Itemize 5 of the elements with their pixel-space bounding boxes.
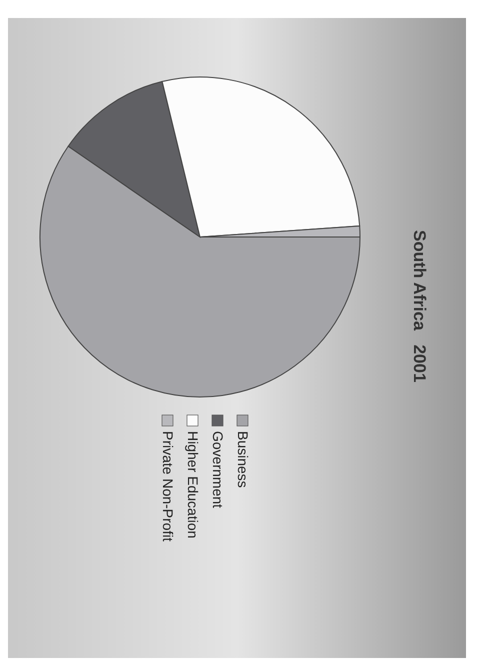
legend-label: Higher Education — [185, 431, 201, 538]
text: South Africa 2001 — [410, 230, 429, 382]
slice-label: Business — [235, 431, 251, 488]
legend-label: Government — [210, 431, 226, 508]
legend-label: Private Non-Profit — [160, 431, 176, 542]
